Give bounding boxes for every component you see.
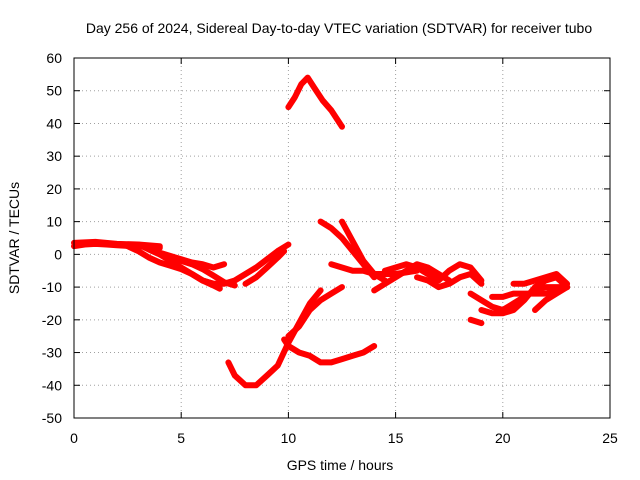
data-series: [71, 74, 571, 389]
series-arc-19: [467, 284, 571, 313]
series-arc-24: [467, 316, 485, 327]
y-tick-label: -40: [42, 377, 62, 393]
x-tick-label: 15: [388, 430, 404, 446]
y-tick-label: 30: [46, 148, 62, 164]
series-arc-12: [285, 74, 345, 130]
y-tick-label: 10: [46, 214, 62, 230]
y-tick-label: -10: [42, 279, 62, 295]
y-tick-label: 0: [54, 246, 62, 262]
x-axis-label: GPS time / hours: [287, 457, 394, 473]
y-tick-label: -20: [42, 312, 62, 328]
series-arc-8: [242, 248, 288, 287]
axis-ticks: 0 5 10 15 20 25 -50 -40 -30 -20 -10 0 10 20 30 40 50 60: [42, 50, 618, 446]
y-axis-label: SDTVAR / TECUs: [6, 182, 22, 294]
series-arc-23: [532, 284, 571, 313]
series-arc-6: [156, 249, 228, 271]
x-tick-label: 5: [177, 430, 185, 446]
chart-title: Day 256 of 2024, Sidereal Day-to-day VTE…: [86, 20, 593, 36]
y-tick-label: 40: [46, 115, 62, 131]
y-tick-label: -50: [42, 410, 62, 426]
series-arc-20: [478, 274, 571, 317]
y-tick-label: 20: [46, 181, 62, 197]
series-arc-9: [225, 287, 324, 389]
x-tick-label: 0: [70, 430, 78, 446]
series-arc-10: [281, 336, 378, 366]
series-arc-11: [285, 284, 345, 340]
y-tick-label: 50: [46, 83, 62, 99]
y-tick-label: -30: [42, 345, 62, 361]
plot-frame: [73, 57, 611, 419]
y-tick-label: 60: [46, 50, 62, 66]
series-arc-22: [510, 271, 571, 287]
series-arc-18: [414, 271, 485, 291]
x-tick-label: 10: [281, 430, 297, 446]
x-tick-label: 20: [495, 430, 511, 446]
series-arc-7: [199, 241, 292, 287]
series-arc-17: [381, 261, 485, 284]
series-arc-21: [489, 284, 571, 300]
x-tick-label: 25: [602, 430, 618, 446]
